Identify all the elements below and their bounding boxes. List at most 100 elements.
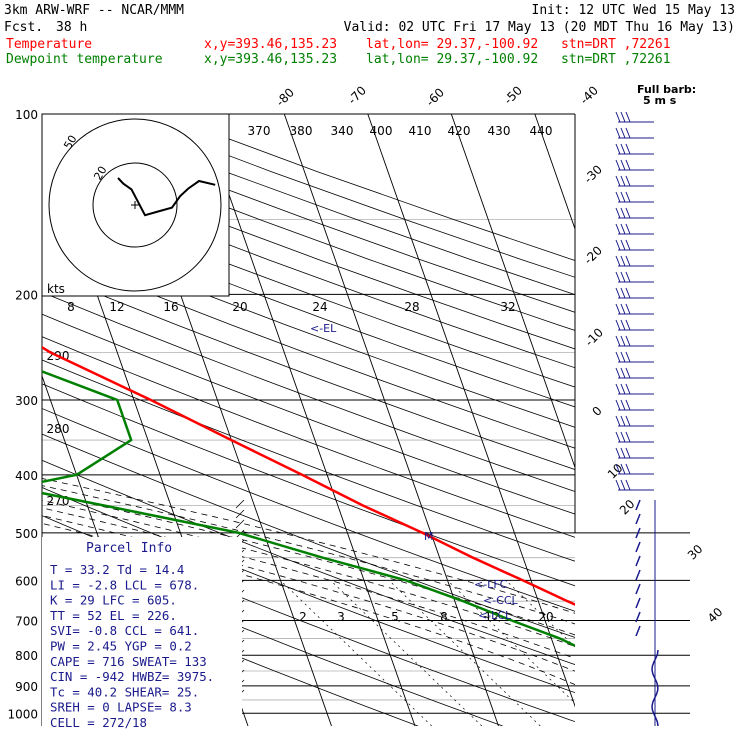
barb-flag — [625, 479, 631, 491]
theta-label: 410 — [409, 124, 432, 138]
legend-dewpoint-xy: x,y=393.46,135.23 — [204, 52, 337, 67]
isotherm-10 — [450, 114, 575, 469]
barb-flag — [620, 447, 626, 459]
theta-label: 340 — [331, 124, 354, 138]
legend-temperature-latlon: lat,lon= 29.37,-100.92 — [366, 37, 538, 52]
barb-flag — [615, 207, 621, 219]
parcel-info-row: T = 33.2 Td = 14.4 — [50, 562, 184, 577]
barb-flag — [620, 287, 626, 299]
temperature-tick-side: 30 — [685, 542, 706, 563]
wind-barb — [635, 611, 641, 623]
temperature-tick-side: 40 — [705, 605, 726, 626]
theta-label: 400 — [370, 124, 393, 138]
barb-flag — [625, 143, 631, 155]
barb-flag — [615, 319, 621, 331]
parcel-info-row: K = 29 LFC = 605. — [50, 593, 177, 608]
isotherm-20 — [534, 114, 575, 231]
hodograph-trace — [117, 177, 216, 217]
wind-barb — [635, 555, 641, 567]
barb-flag — [620, 175, 626, 187]
barb-flag — [615, 447, 621, 459]
hodograph-axis-label: 12 — [109, 300, 124, 314]
legend-dewpoint-latlon: lat,lon= 29.37,-100.92 — [366, 52, 538, 67]
barb-flag — [615, 383, 621, 395]
barb-flag — [625, 319, 631, 331]
pressure-label-900: 900 — [15, 680, 38, 694]
mixing-ratio-line — [505, 580, 575, 648]
hodograph-axis-label: 20 — [232, 300, 247, 314]
parcel-info-row: PW = 2.45 YGP = 0.2 — [50, 639, 192, 654]
theta-label: 440 — [530, 124, 553, 138]
barb-flag — [615, 175, 621, 187]
moist-adiabat-10 — [42, 523, 575, 686]
barb-flag — [620, 303, 626, 315]
dewpoint-profile — [42, 370, 575, 648]
temperature-tick-side: 0 — [590, 404, 605, 419]
wind-barbs — [615, 111, 659, 727]
wind-barb-trace — [651, 649, 659, 727]
barb-flag — [620, 239, 626, 251]
barb-flag — [615, 415, 621, 427]
dry-adiabat-420 — [42, 171, 575, 369]
isotherm-0 — [367, 114, 575, 708]
barb-flag — [625, 111, 631, 123]
parcel-info-row: SVI= -0.8 CCL = 641. — [50, 623, 199, 638]
barb-flag — [620, 383, 626, 395]
barb-flag — [620, 463, 626, 475]
temperature-tick-side: -10 — [582, 325, 606, 349]
barb-flag — [615, 351, 621, 363]
fcst-value: 38 h — [56, 20, 87, 35]
legend-temperature: Temperature x,y=393.46,135.23 lat,lon= 2… — [6, 37, 671, 52]
temperature-tick-top: -40 — [577, 83, 601, 107]
barb-flag — [615, 191, 621, 203]
mixing-ratio-label: 5 — [391, 610, 399, 624]
dry-adiabat-380 — [42, 249, 575, 449]
pressure-label-200: 200 — [15, 288, 38, 302]
dry-adiabat-370 — [42, 270, 575, 470]
barb-flag — [620, 127, 626, 139]
barb-flag — [615, 303, 621, 315]
barb-legend-line2: 5 m s — [643, 94, 677, 107]
dry-adiabat-340 — [42, 336, 575, 538]
parcel-info-row: LI = -2.8 LCL = 678. — [50, 577, 199, 592]
theta-label-left: 280 — [47, 422, 70, 436]
mixing-ratio-label: 20 — [538, 610, 553, 624]
barb-flag — [615, 431, 621, 443]
parcel-info-box: Parcel Info T = 33.2 Td = 14.4LI = -2.8 … — [42, 537, 242, 730]
barb-flag — [625, 399, 631, 411]
barb-flag — [625, 255, 631, 267]
dry-adiabat-290 — [42, 459, 575, 665]
hatch-mark — [235, 519, 245, 529]
barb-flag — [615, 367, 621, 379]
mixing-ratio-label: 8 — [440, 610, 448, 624]
hatch-mark — [235, 499, 245, 509]
pressure-label-100: 100 — [15, 108, 38, 122]
mixing-ratio-line — [280, 580, 432, 726]
barb-flag — [615, 463, 621, 475]
dry-adiabat-250 — [42, 574, 419, 726]
barb-flag — [625, 287, 631, 299]
barb-flag — [620, 431, 626, 443]
barb-flag — [620, 271, 626, 283]
legend-temperature-name: Temperature — [6, 37, 92, 52]
level-marker: <-LCL — [478, 609, 512, 622]
hatch-mark — [235, 509, 245, 519]
isotherm--10 — [283, 114, 499, 726]
dry-adiabat-lines — [42, 114, 575, 726]
temperature-profile — [42, 345, 575, 606]
barb-flag — [625, 431, 631, 443]
dry-adiabat-300 — [42, 433, 575, 638]
mixing-ratio-line — [330, 580, 483, 726]
dry-adiabat-480 — [161, 114, 575, 261]
level-marker: <-EL — [310, 322, 337, 335]
wind-barb — [635, 583, 641, 595]
dry-adiabat-390 — [42, 229, 575, 428]
hodograph-axis-label: 24 — [312, 300, 327, 314]
barb-flag — [625, 207, 631, 219]
mixing-ratio-line — [447, 580, 575, 704]
init-time: Init: 12 UTC Wed 15 May 13 — [532, 3, 736, 18]
barb-flag — [620, 223, 626, 235]
mixing-ratio-line — [388, 580, 541, 726]
barb-flag — [620, 335, 626, 347]
